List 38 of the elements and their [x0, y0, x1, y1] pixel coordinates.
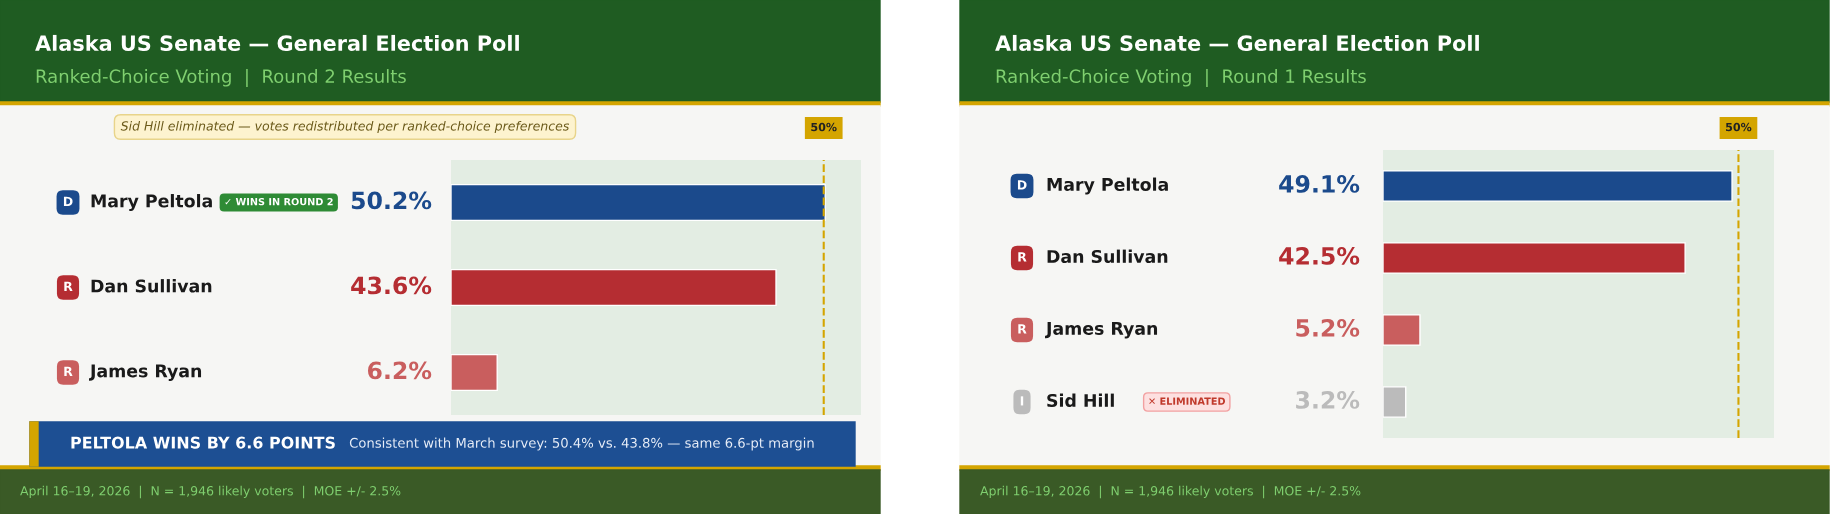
- ref-line-label: 50%: [811, 122, 837, 132]
- y-tick-label: Dan Sullivan: [1047, 249, 1168, 264]
- text: Ranked-Choice Voting | Round 1 Results: [996, 68, 1366, 88]
- data-label: 3.2%: [1296, 390, 1360, 409]
- data-label: 42.5%: [1279, 246, 1360, 265]
- text: April 16–19, 2026 | N = 1,946 likely voters | MOE +/- 2.5%: [20, 485, 401, 499]
- data-label: 5.2%: [1296, 318, 1360, 337]
- y-tick-label: Dan Sullivan: [91, 279, 212, 293]
- text: Ranked-Choice Voting | Round 2 Results: [36, 68, 406, 88]
- text: D: [1017, 180, 1027, 190]
- data-label: 50.2%: [351, 191, 432, 210]
- y-tick-label: Mary Peltola: [1047, 177, 1168, 195]
- chart-title: Alaska US Senate — General Election Poll: [995, 34, 1479, 52]
- text: I: [1020, 396, 1024, 406]
- y-tick-label: James Ryan: [1045, 322, 1158, 339]
- y-tick-label: James Ryan: [89, 364, 202, 381]
- text: R: [1018, 252, 1027, 262]
- text: April 16–19, 2026 | N = 1,946 likely voters | MOE +/- 2.5%: [980, 485, 1361, 499]
- ref-line-label: 50%: [1726, 122, 1752, 132]
- data-label: 43.6%: [351, 276, 432, 295]
- y-tick-label: Mary Peltola: [91, 194, 212, 211]
- bar: [1383, 242, 1686, 274]
- text: PELTOLA WINS BY 6.6 POINTS: [71, 436, 335, 449]
- y-tick-label: Sid Hill: [1047, 393, 1114, 408]
- text: ✓ WINS IN ROUND 2: [225, 197, 333, 206]
- bar: [1383, 170, 1733, 202]
- text: Consistent with March survey: 50.4% vs. 43.8% — same 6.6-pt margin: [349, 437, 814, 451]
- text: R: [64, 366, 73, 376]
- data-label: 49.1%: [1279, 174, 1360, 193]
- text: ✕ ELIMINATED: [1149, 397, 1226, 405]
- text: Sid Hill eliminated — votes redistributed per ranked-choice preferences: [120, 120, 570, 134]
- text: R: [64, 281, 73, 291]
- bar: [1383, 314, 1421, 346]
- text: Alaska US Senate — General Election Poll: [35, 34, 519, 52]
- text: R: [1018, 324, 1027, 334]
- text: D: [63, 196, 73, 206]
- bar: [1383, 386, 1407, 418]
- data-label: 6.2%: [367, 361, 432, 380]
